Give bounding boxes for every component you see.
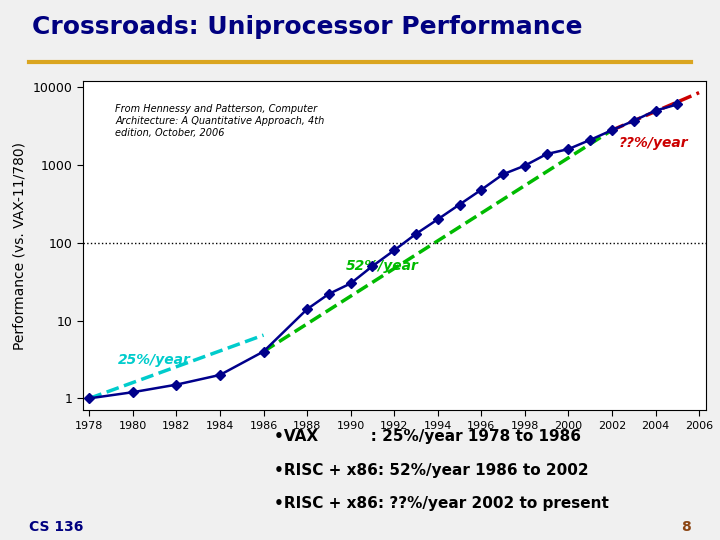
Text: ??%/year: ??%/year bbox=[618, 136, 688, 150]
Text: •RISC + x86: 52%/year 1986 to 2002: •RISC + x86: 52%/year 1986 to 2002 bbox=[274, 463, 588, 478]
Text: From Hennessy and Patterson, Computer
Architecture: A Quantitative Approach, 4th: From Hennessy and Patterson, Computer Ar… bbox=[115, 104, 325, 138]
Text: •VAX          : 25%/year 1978 to 1986: •VAX : 25%/year 1978 to 1986 bbox=[274, 429, 580, 444]
Text: 8: 8 bbox=[681, 519, 691, 534]
Text: •RISC + x86: ??%/year 2002 to present: •RISC + x86: ??%/year 2002 to present bbox=[274, 496, 608, 511]
Text: 25%/year: 25%/year bbox=[117, 353, 191, 367]
Text: CS 136: CS 136 bbox=[29, 519, 84, 534]
Y-axis label: Performance (vs. VAX-11/780): Performance (vs. VAX-11/780) bbox=[13, 141, 27, 350]
Text: Crossroads: Uniprocessor Performance: Crossroads: Uniprocessor Performance bbox=[32, 16, 583, 39]
Text: 52%/year: 52%/year bbox=[346, 259, 419, 273]
